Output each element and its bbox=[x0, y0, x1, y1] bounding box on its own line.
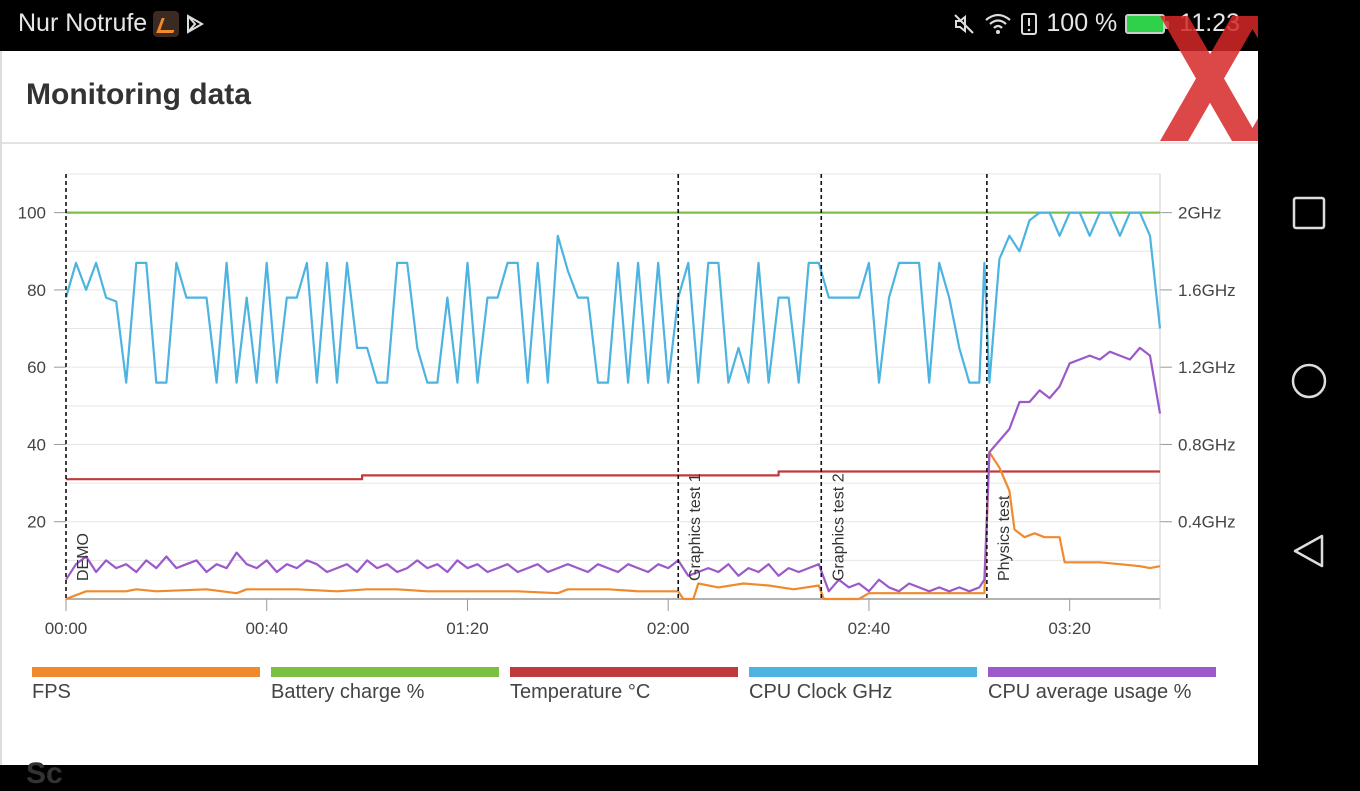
alert-icon bbox=[1021, 12, 1038, 35]
android-nav-bar bbox=[1258, 0, 1360, 765]
x-tick-label: 00:00 bbox=[45, 619, 88, 638]
y-right-tick-label: 0.8GHz bbox=[1178, 435, 1236, 454]
series-line-fps bbox=[65, 451, 1161, 601]
legend-label: CPU average usage % bbox=[988, 681, 1192, 703]
legend-swatch bbox=[749, 667, 977, 677]
phase-marker-label: DEMO bbox=[75, 533, 92, 581]
legend-item: CPU average usage % bbox=[988, 667, 1216, 704]
series-line-temperature-c bbox=[66, 470, 1160, 481]
legend-label: FPS bbox=[32, 681, 71, 703]
x-tick-label: 02:00 bbox=[647, 619, 690, 638]
phase-marker-label: Graphics test 2 bbox=[830, 473, 847, 581]
legend-label: Temperature °C bbox=[510, 681, 651, 703]
y-left-tick-label: 40 bbox=[27, 435, 46, 454]
section-title: Sc bbox=[26, 757, 63, 790]
carrier-label: Nur Notrufe bbox=[18, 9, 148, 37]
monitoring-chart: 100 80 60 40 20 2GHz 1.6GHz 1.2GHz 0.8GHz 0.4GHz 0… bbox=[18, 173, 1236, 638]
y-right-tick-label: 1.6GHz bbox=[1178, 281, 1236, 300]
y-right-tick-label: 1.2GHz bbox=[1178, 358, 1236, 377]
y-left-tick-label: 100 bbox=[18, 204, 46, 223]
series-line-cpu-clock-ghz bbox=[64, 211, 1162, 384]
series-line-cpu-average-usage bbox=[65, 346, 1162, 593]
legend-item: FPS bbox=[32, 667, 260, 704]
y-left-tick-label: 60 bbox=[27, 358, 46, 377]
legend-item: Temperature °C bbox=[510, 667, 738, 704]
status-left: Nur Notrufe bbox=[18, 9, 205, 38]
app-notification-icon bbox=[153, 10, 180, 37]
legend-item: Battery charge % bbox=[271, 667, 499, 704]
legend-swatch bbox=[271, 667, 499, 677]
legend-item: CPU Clock GHz bbox=[749, 667, 977, 704]
x-tick-label: 01:20 bbox=[446, 619, 489, 638]
battery-percent: 100 % bbox=[1046, 9, 1118, 37]
phase-marker-label: Physics test bbox=[996, 495, 1013, 581]
recents-square-icon[interactable] bbox=[1290, 194, 1328, 232]
legend-label: Battery charge % bbox=[271, 681, 425, 703]
wifi-icon bbox=[985, 13, 1012, 34]
monitoring-card: Monitoring data 100 80 60 40 20 2GHz 1.6GHz 1.2… bbox=[0, 51, 1258, 790]
x-tick-label: 03:20 bbox=[1048, 619, 1091, 638]
y-right-tick-label: 0.4GHz bbox=[1178, 513, 1236, 532]
legend-label: CPU Clock GHz bbox=[749, 681, 893, 703]
phase-marker-label: Graphics test 1 bbox=[687, 473, 704, 581]
y-left-tick-label: 80 bbox=[27, 281, 46, 300]
x-tick-label: 02:40 bbox=[848, 619, 891, 638]
legend-swatch bbox=[988, 667, 1216, 677]
play-store-icon bbox=[187, 13, 205, 34]
back-triangle-icon[interactable] bbox=[1290, 532, 1328, 570]
y-left-tick-label: 20 bbox=[27, 513, 46, 532]
chart-legend: FPS Battery charge % Temperature °C CPU Clo… bbox=[32, 667, 1232, 707]
x-tick-label: 00:40 bbox=[245, 619, 288, 638]
page-title: Monitoring data bbox=[26, 78, 251, 111]
legend-swatch bbox=[510, 667, 738, 677]
y-right-tick-label: 2GHz bbox=[1178, 204, 1221, 223]
mute-icon bbox=[954, 13, 975, 34]
card-header: Monitoring data bbox=[2, 51, 1258, 144]
home-circle-icon[interactable] bbox=[1290, 362, 1328, 400]
status-bar: Nur Notrufe 100 % 11:23 bbox=[0, 0, 1258, 51]
legend-swatch bbox=[32, 667, 260, 677]
